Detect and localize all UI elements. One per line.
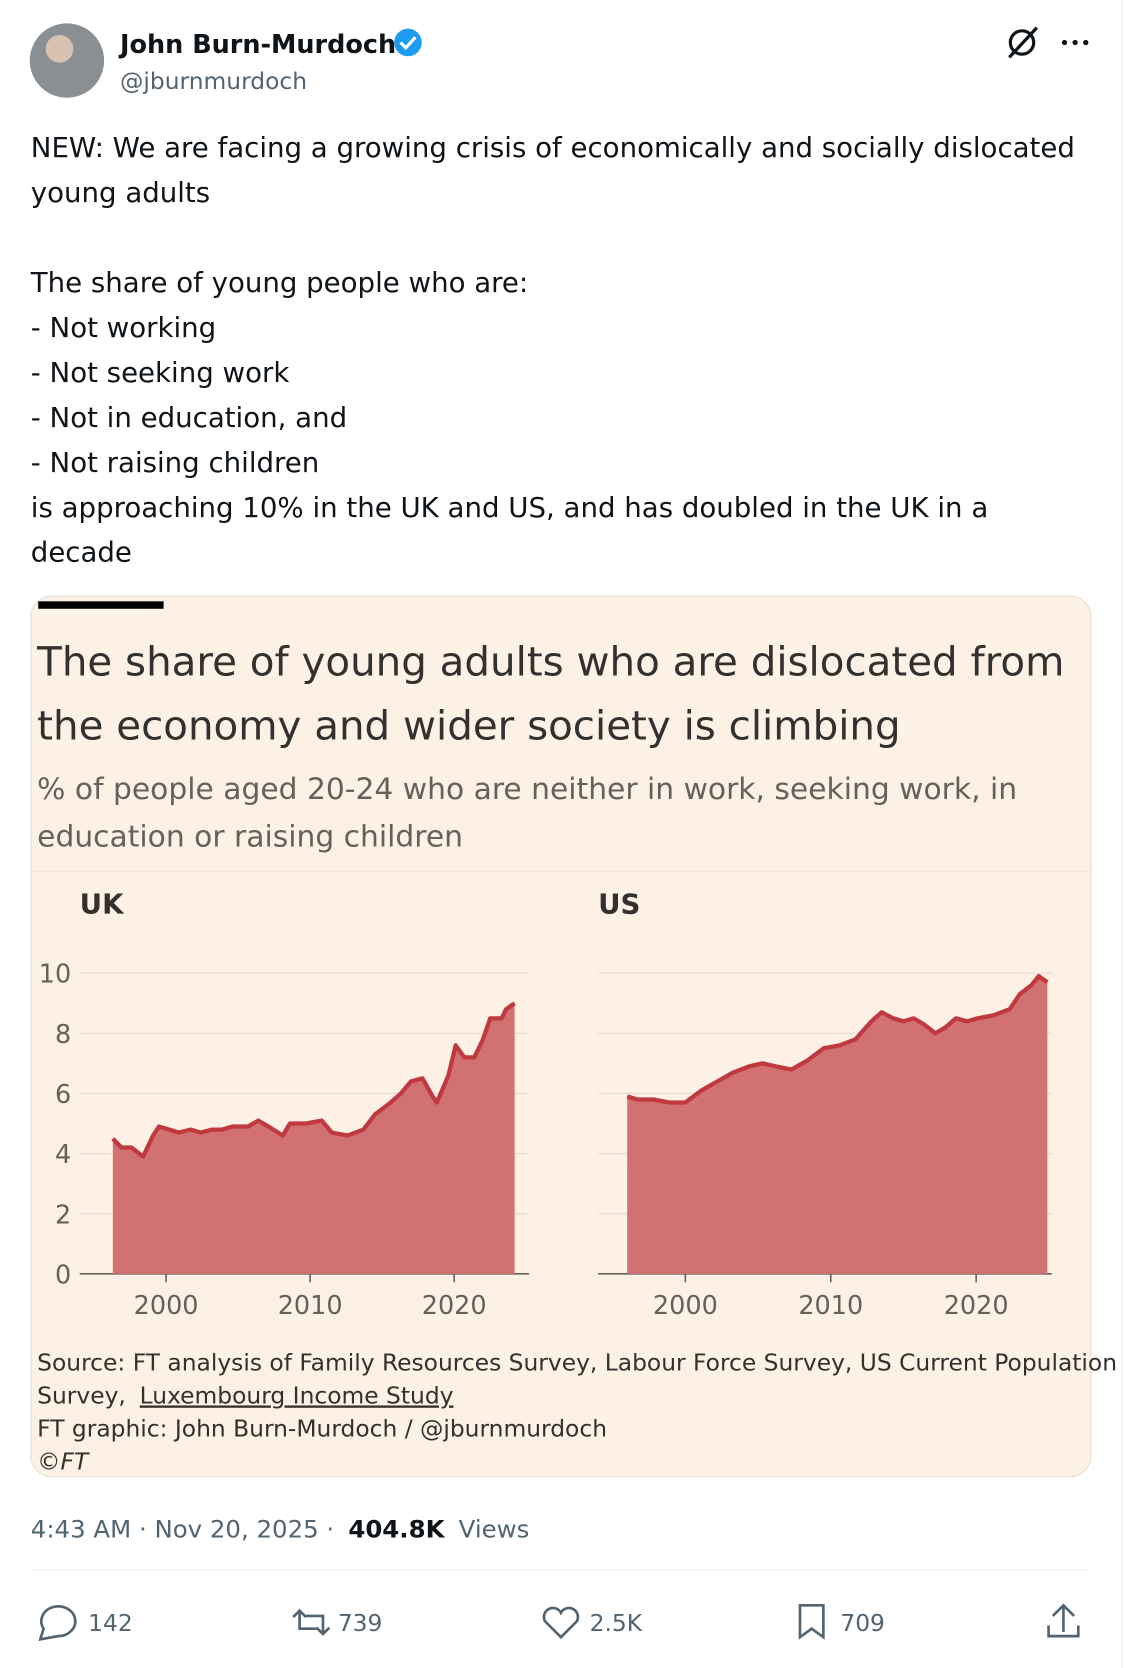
- like-icon[interactable]: [542, 1606, 580, 1640]
- x-tick-label: 2000: [134, 1291, 199, 1321]
- bookmark-icon[interactable]: [798, 1603, 825, 1640]
- action-counts: 142 739 2.5K 709: [88, 1609, 885, 1637]
- views-label: Views: [459, 1514, 530, 1543]
- text-line: is approaching 10% in the UK and US, and…: [31, 491, 988, 524]
- title-line: the economy and wider society is climbin…: [37, 702, 900, 749]
- handle[interactable]: @jburnmurdoch: [120, 67, 307, 95]
- text-line: decade: [31, 536, 132, 569]
- text-line: - Not seeking work: [31, 356, 290, 389]
- source-line: Source: FT analysis of Family Resources …: [37, 1349, 1117, 1377]
- grok-icon[interactable]: [1008, 26, 1039, 59]
- more-button[interactable]: [1061, 39, 1089, 46]
- credit: FT graphic: John Burn-Murdoch / @jburnmu…: [37, 1414, 607, 1442]
- y-tick-label: 10: [39, 960, 71, 990]
- ft-bar: [38, 601, 164, 609]
- timestamp[interactable]: 4:43 AM · Nov 20, 2025 ·: [31, 1514, 334, 1543]
- tweet-text: NEW: We are facing a growing crisis of e…: [30, 131, 1075, 568]
- repost-count: 739: [338, 1609, 383, 1637]
- text-line: The share of young people who are:: [30, 266, 528, 299]
- views: 404.8K: [348, 1514, 445, 1543]
- graphic-title: The share of young adults who are disloc…: [36, 639, 1077, 750]
- share-icon[interactable]: [1047, 1603, 1080, 1638]
- line: [626, 974, 1049, 1105]
- reply-count: 142: [88, 1609, 133, 1637]
- panel-title: US: [598, 888, 640, 921]
- panel-title: UK: [80, 888, 125, 921]
- x-tick-label: 2010: [798, 1291, 863, 1321]
- actions: [38, 1603, 1080, 1641]
- line: [111, 1001, 516, 1159]
- x-tick-label: 2020: [422, 1291, 487, 1321]
- x-tick-label: 2000: [653, 1291, 718, 1321]
- x-tick-label: 2010: [278, 1291, 343, 1321]
- title-line: The share of young adults who are disloc…: [36, 639, 1064, 686]
- source-line: Survey,: [37, 1381, 126, 1409]
- subtitle-line: education or raising children: [37, 820, 463, 855]
- text-line: - Not in education, and: [31, 401, 347, 434]
- text-line: - Not raising children: [31, 446, 319, 479]
- text-line: NEW: We are facing a growing crisis of e…: [31, 131, 1075, 164]
- copyright: ©FT: [37, 1447, 90, 1475]
- y-tick-label: 0: [55, 1260, 71, 1290]
- text-line: young adults: [31, 176, 210, 209]
- repost-icon[interactable]: [292, 1608, 331, 1636]
- graphic-subtitle: % of people aged 20-24 who are neither i…: [37, 772, 1026, 855]
- bookmark-count: 709: [840, 1609, 885, 1637]
- avatar[interactable]: [29, 23, 105, 98]
- y-tick-label: 8: [55, 1020, 71, 1050]
- tweet-body: NEW: We are facing a growing crisis of e…: [30, 131, 1075, 568]
- charts: UK 0 2 4 6 8 10 2000 2010 2020 US 2000 2010 2020: [39, 888, 1052, 1321]
- verified-badge: [394, 28, 422, 57]
- meta: 4:43 AM · Nov 20, 2025 · 404.8K Views: [31, 1514, 530, 1543]
- x-tick-label: 2020: [944, 1291, 1009, 1321]
- source-link[interactable]: Luxembourg Income Study: [140, 1381, 454, 1409]
- area: [627, 976, 1048, 1274]
- subtitle-line: % of people aged 20-24 who are neither i…: [37, 772, 1017, 807]
- like-count: 2.5K: [590, 1609, 643, 1637]
- y-tick-label: 2: [55, 1200, 71, 1230]
- author-name[interactable]: John Burn-Murdoch: [118, 30, 396, 60]
- text-line: - Not working: [31, 311, 216, 344]
- y-tick-label: 6: [55, 1080, 71, 1110]
- reply-icon[interactable]: [38, 1605, 77, 1641]
- source: Source: FT analysis of Family Resources …: [37, 1349, 1124, 1476]
- avatar-face: [45, 35, 74, 63]
- y-tick-label: 4: [55, 1140, 71, 1170]
- area: [112, 1003, 515, 1274]
